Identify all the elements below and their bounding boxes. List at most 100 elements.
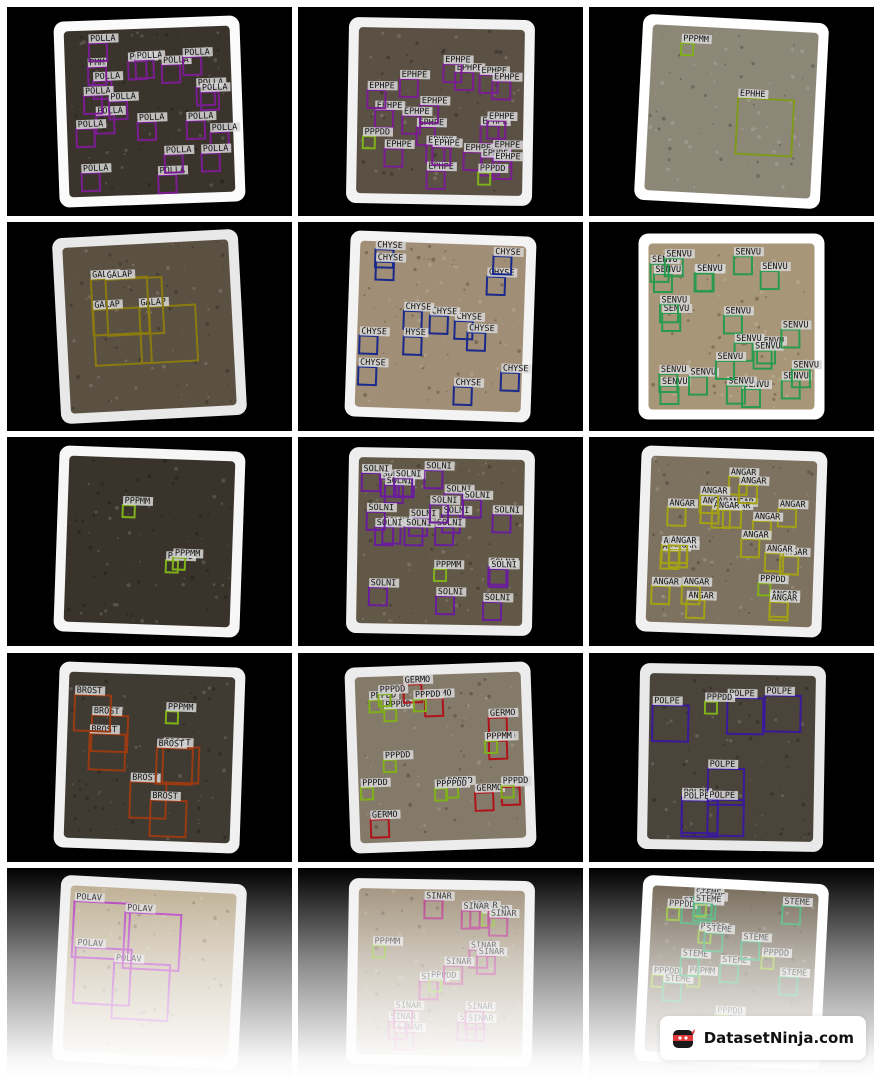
box-label: STEME bbox=[743, 932, 769, 943]
soil-surface bbox=[354, 671, 527, 844]
tile-ephpe: EPHPE EPHPE EPHPE EPHPE EPHPE EPHPE EPHPE EPHPE… bbox=[298, 7, 583, 216]
box-label: POLLA bbox=[212, 122, 238, 133]
box-label: SINAR bbox=[479, 947, 506, 957]
box-label: ANGAR bbox=[743, 530, 770, 541]
box-label: SINAR bbox=[426, 891, 453, 901]
box-label: EPHPE bbox=[428, 162, 454, 172]
box-label: PPPMM bbox=[375, 936, 401, 946]
box-label: EPHPE bbox=[495, 152, 521, 162]
box-label: ANGAR bbox=[684, 577, 711, 588]
box-label: ANGAR bbox=[780, 499, 807, 510]
bounding-box bbox=[154, 746, 194, 786]
tile-canvas: PPPMMPPPDDPPPMM bbox=[53, 445, 246, 638]
box-label: PPPDD bbox=[362, 778, 388, 789]
box-label: SOLNI bbox=[387, 476, 413, 486]
box-label: PPPDD bbox=[385, 750, 411, 761]
box-label: POLLA bbox=[166, 145, 192, 156]
box-label: SENVU bbox=[661, 365, 687, 375]
box-label: GERMO bbox=[490, 708, 516, 719]
box-label: SOLNI bbox=[438, 587, 464, 597]
box-label: EPHPE bbox=[494, 140, 520, 150]
box-label: ANGAR bbox=[671, 535, 698, 546]
tile-canvas: PPPDDPPPDDPPPDDGERMOGERMOPPPDDGERMOGERMO… bbox=[344, 661, 537, 854]
box-label: SOLNI bbox=[465, 490, 491, 500]
soil-surface bbox=[63, 455, 236, 628]
box-label: GALAP bbox=[140, 297, 166, 308]
tile-senvu: SENVU SENVU SENVU SENVU SENVU SENVU SENVU SENVU… bbox=[589, 222, 874, 431]
bounding-box bbox=[485, 275, 507, 297]
bounding-box bbox=[763, 551, 785, 573]
box-label: POLPE bbox=[729, 689, 755, 699]
tile-canvas: SINARPPPDDSINARSINARSINARSINARSINARSINAR… bbox=[346, 878, 535, 1067]
box-label: POLLA bbox=[85, 86, 111, 97]
box-label: SENVU bbox=[664, 304, 690, 314]
bounding-box bbox=[725, 384, 746, 405]
box-label: STEME bbox=[781, 968, 807, 979]
box-label: PPPMM bbox=[436, 560, 462, 570]
box-label: ANGAR bbox=[767, 544, 794, 555]
bounding-box bbox=[780, 328, 801, 349]
box-label: PPPDD bbox=[760, 574, 786, 585]
box-label: PPPMM bbox=[683, 34, 709, 45]
box-label: SINAR bbox=[463, 902, 490, 912]
bounding-box bbox=[666, 506, 687, 527]
box-label: SOLNI bbox=[426, 461, 452, 471]
bounding-box bbox=[768, 600, 790, 622]
box-label: SENVU bbox=[662, 295, 688, 305]
tile-solni: SOLNI SOLNI SOLNI SOLNI SOLNI SOLNI SOLNI SOLNI… bbox=[298, 437, 583, 646]
tile-canvas: PPPMMBROSTBROSTBROSTBROSTBROSTBROSTBROST bbox=[53, 661, 246, 854]
bounding-box bbox=[778, 555, 800, 576]
bounding-box bbox=[428, 503, 450, 524]
box-label: EPHPE bbox=[465, 143, 491, 153]
box-label: PPPMM bbox=[486, 731, 512, 742]
box-label: GALAP bbox=[92, 269, 118, 280]
bounding-box bbox=[652, 273, 673, 294]
tile-polla: POLLAPOLLAPOLLAPOLLAPOLLAPOLLAPOLLAPMMPO… bbox=[7, 7, 292, 216]
tile-canvas: CHYSECHYSECHYSECHYSECHYSECHYSECHYSECHYSE… bbox=[344, 230, 537, 423]
bounding-box bbox=[491, 513, 512, 534]
box-label: CHYSE bbox=[405, 302, 431, 313]
bounding-box bbox=[780, 379, 801, 400]
box-label: CHYSE bbox=[456, 312, 482, 323]
box-label: PPPDD bbox=[370, 690, 396, 701]
box-label: ANGAR bbox=[702, 486, 729, 497]
box-label: PPPMM bbox=[175, 548, 201, 559]
box-label: STEME bbox=[784, 897, 810, 908]
bounding-box bbox=[403, 526, 424, 547]
box-label: EPHPE bbox=[434, 138, 460, 148]
tile-canvas: EPHPE EPHPEEPHPEEPHPEEPHPEEPHPEEPHPEEPHPE… bbox=[346, 17, 535, 206]
box-label: SOLNI bbox=[371, 578, 397, 588]
box-label: CHYSE bbox=[360, 358, 386, 369]
tile-galap: GALAP GALAP GALAP GALAP bbox=[7, 222, 292, 431]
bounding-box bbox=[423, 469, 444, 490]
box-label: PPPDD bbox=[669, 899, 695, 910]
box-label: CHYSE bbox=[378, 253, 404, 264]
bounding-box bbox=[434, 594, 456, 616]
box-label: EPHPE bbox=[481, 66, 507, 76]
box-label: GERMO bbox=[404, 675, 430, 686]
box-label: EPHPE bbox=[369, 81, 395, 91]
box-label: SOLNI bbox=[494, 505, 520, 515]
box-label: POLLA bbox=[139, 112, 165, 123]
box-label: STEME bbox=[722, 955, 748, 966]
tile-angar: ANGAR ANGAR PPPDD ANGAR ANGAR ANGAR ANGAR ANGAR… bbox=[589, 437, 874, 646]
box-label: ANGAR bbox=[755, 512, 782, 523]
box-label: SOLNI bbox=[368, 503, 394, 513]
tile-canvas: EPHHE PPPMM bbox=[634, 14, 829, 209]
dataset-ninja-badge[interactable]: DatasetNinja.com bbox=[659, 1016, 866, 1060]
box-label: POLLA bbox=[159, 165, 185, 176]
box-label: PPPDD bbox=[385, 699, 411, 710]
box-label: GALAP bbox=[106, 270, 132, 281]
box-label: SINAR bbox=[467, 1002, 494, 1012]
box-label: PPPDD bbox=[380, 684, 406, 695]
box-label: EPHPE bbox=[489, 112, 515, 122]
box-label: CHYSE bbox=[469, 323, 495, 334]
ninja-logo-icon bbox=[672, 1029, 695, 1048]
tile-canvas: ANGAR ANGAR PPPDD ANGAR ANGAR ANGAR ANGAR ANGAR… bbox=[635, 445, 828, 638]
bounding-box bbox=[679, 41, 695, 57]
box-label: GERMO bbox=[372, 810, 398, 821]
box-label: SOLNI bbox=[491, 560, 517, 570]
box-label: EPHHE bbox=[740, 89, 766, 100]
box-label: SINAR bbox=[396, 1001, 423, 1011]
